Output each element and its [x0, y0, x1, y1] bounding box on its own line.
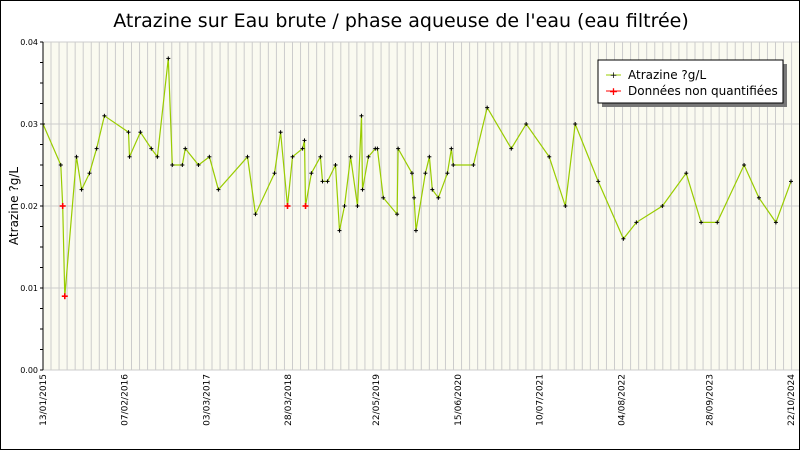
x-tick-label: 15/06/2020 — [454, 374, 464, 426]
x-tick-label: 04/08/2022 — [617, 374, 627, 426]
data-point — [320, 179, 325, 184]
data-point — [94, 146, 99, 151]
data-point — [318, 154, 323, 159]
data-point-non-quantified — [284, 203, 291, 209]
x-tick-label: 10/07/2021 — [536, 374, 546, 426]
data-point — [196, 163, 201, 167]
data-point — [155, 154, 160, 159]
data-point — [309, 171, 314, 176]
data-point — [375, 146, 380, 151]
data-point-non-quantified — [61, 293, 68, 300]
y-tick-label: 0.03 — [20, 120, 38, 129]
x-tick-label: 03/03/2017 — [202, 374, 212, 426]
data-point — [300, 146, 305, 151]
data-point — [471, 163, 476, 167]
data-point — [87, 171, 92, 176]
legend-marker-non-quantified: + — [609, 85, 618, 98]
data-point — [699, 220, 704, 225]
data-point — [183, 146, 188, 151]
data-point — [634, 220, 639, 225]
data-point — [166, 56, 171, 61]
data-point — [563, 204, 568, 208]
x-tick-label: 13/01/2015 — [39, 374, 49, 426]
data-point — [427, 154, 432, 159]
legend-label-non-quantified: Données non quantifiées — [628, 84, 778, 98]
x-tick-label: 22/10/2024 — [787, 374, 797, 426]
data-point — [342, 204, 347, 208]
data-point — [102, 113, 107, 118]
legend-label-atrazine: Atrazine ?g/L — [628, 68, 706, 82]
legend-box — [597, 59, 784, 104]
data-point — [360, 187, 365, 192]
data-point — [355, 204, 360, 208]
data-point — [449, 146, 454, 151]
data-point — [742, 163, 747, 167]
data-point — [596, 179, 601, 184]
data-point — [715, 220, 720, 225]
legend-marker-atrazine: + — [610, 71, 618, 81]
data-point — [127, 154, 132, 159]
data-point — [660, 204, 665, 208]
data-point — [290, 154, 295, 159]
data-point — [413, 228, 418, 233]
x-tick-label: 28/09/2023 — [705, 374, 715, 426]
data-point — [216, 187, 221, 192]
data-point — [412, 195, 417, 200]
data-point — [547, 154, 552, 159]
data-point — [180, 163, 185, 167]
chart-title: Atrazine sur Eau brute / phase aqueuse d… — [113, 10, 689, 32]
data-point — [573, 122, 578, 126]
y-tick-label: 0.01 — [20, 284, 38, 293]
data-point — [302, 138, 307, 143]
data-point — [366, 154, 371, 159]
data-point — [436, 195, 441, 200]
data-point — [773, 220, 778, 225]
legend: + Atrazine ?g/L + Données non quantifiée… — [597, 59, 787, 107]
data-point — [149, 146, 154, 151]
data-point — [207, 154, 212, 159]
data-point — [409, 171, 414, 176]
data-point — [359, 113, 364, 118]
y-tick-label: 0.00 — [20, 366, 38, 375]
data-point — [253, 212, 258, 217]
data-point — [381, 195, 386, 200]
data-point — [325, 179, 330, 184]
y-tick-label: 0.04 — [20, 38, 38, 47]
data-point — [451, 163, 456, 167]
data-point — [423, 171, 428, 176]
data-point — [138, 130, 143, 135]
data-point-non-quantified — [59, 203, 66, 209]
data-point — [58, 163, 63, 167]
data-point — [430, 187, 435, 192]
x-tick-label: 07/02/2016 — [121, 374, 131, 426]
data-point — [684, 171, 689, 176]
data-point — [337, 228, 342, 233]
data-point — [789, 179, 793, 184]
data-point-non-quantified — [302, 203, 309, 209]
data-point — [524, 122, 529, 126]
data-point — [348, 154, 353, 159]
data-point — [509, 146, 514, 151]
data-point — [41, 122, 45, 126]
data-point — [396, 146, 401, 151]
data-point — [756, 195, 761, 200]
data-point — [126, 130, 131, 135]
data-point — [395, 212, 400, 217]
data-point — [333, 163, 338, 167]
data-point — [245, 154, 250, 159]
data-point — [445, 171, 450, 176]
data-point — [621, 236, 626, 241]
data-point — [278, 130, 283, 135]
y-axis-label: Atrazine ?g/L — [7, 167, 21, 245]
y-tick-label: 0.02 — [20, 202, 38, 211]
x-tick-label: 28/03/2018 — [284, 374, 294, 426]
data-point — [272, 171, 277, 176]
data-point — [485, 105, 490, 110]
x-tick-label: 22/05/2019 — [372, 374, 382, 426]
data-point — [79, 187, 84, 192]
data-point — [170, 163, 175, 167]
data-point — [74, 154, 79, 159]
